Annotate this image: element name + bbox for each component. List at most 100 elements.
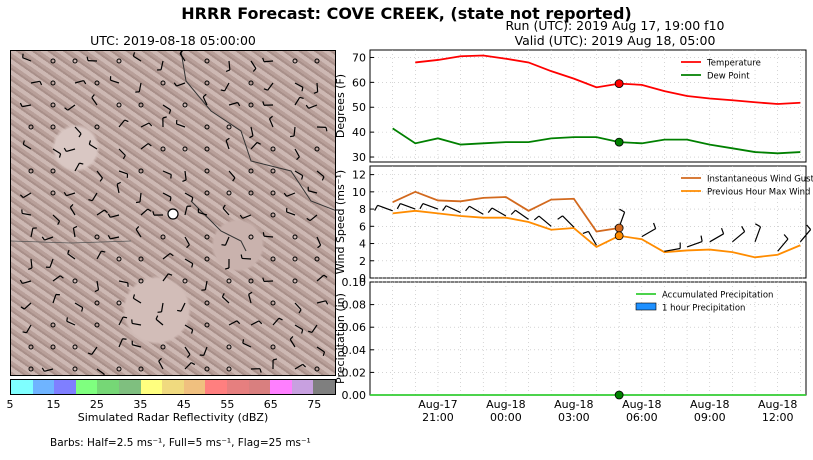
wind-barb — [198, 211, 208, 216]
x-tick-label: 21:00 — [422, 411, 454, 424]
wind-barb — [184, 346, 191, 355]
wind-barb — [294, 82, 304, 88]
wind-barb — [118, 316, 124, 326]
valid-time-marker — [614, 231, 624, 241]
wind-barb — [308, 190, 318, 194]
wind-barb-flag — [73, 225, 78, 229]
calm-wind-circle — [182, 102, 188, 108]
wind-barb — [250, 60, 257, 69]
calm-wind-circle — [94, 300, 100, 306]
wind-barb — [52, 214, 60, 222]
wind-barb-flag — [755, 223, 761, 228]
wind-barb-flag — [66, 317, 68, 322]
wind-barb — [732, 231, 746, 243]
y-tick-label: 30 — [352, 151, 366, 164]
calm-wind-circle — [292, 256, 298, 262]
wind-barb-flag — [28, 267, 33, 270]
wind-barb — [176, 123, 186, 128]
wind-barb-flag — [619, 208, 625, 213]
calm-wind-circle — [138, 278, 144, 284]
wind-barb — [44, 368, 54, 372]
calm-wind-circle — [248, 234, 254, 240]
wind-barb-flag — [582, 230, 589, 235]
wind-barb — [242, 214, 252, 219]
wind-barb-flag — [173, 82, 178, 87]
wind-barb-flag — [19, 279, 23, 284]
wind-barb-flag — [301, 329, 304, 334]
wind-barb — [469, 205, 484, 215]
colorbar-tick-label: 35 — [133, 398, 148, 411]
wind-barb-flag — [122, 338, 127, 340]
y-tick-label: 2 — [359, 255, 366, 268]
wind-barb-flag — [232, 177, 236, 182]
calm-wind-circle — [292, 234, 298, 240]
wind-barb — [587, 231, 598, 246]
wind-barb-flag — [67, 249, 70, 254]
wind-barb — [777, 238, 789, 252]
wind-barb-flag — [58, 153, 62, 158]
calm-wind-circle — [72, 58, 78, 64]
wind-barb-flag — [147, 143, 152, 147]
wind-barb-flag — [557, 215, 563, 220]
wind-barb-flag — [487, 207, 493, 213]
wind-barb-flag — [239, 214, 244, 219]
calm-wind-circle — [226, 190, 232, 196]
y-tick-label: 40 — [352, 126, 366, 139]
wind-barb-flag — [63, 192, 67, 197]
calm-wind-circle — [160, 234, 166, 240]
wind-barb — [22, 57, 32, 62]
wind-barb — [228, 101, 238, 106]
colorbar-swatch — [32, 380, 55, 394]
wind-barb-flag — [313, 91, 318, 94]
wind-barb-flag — [202, 93, 207, 98]
wind-barb — [96, 368, 105, 375]
wind-barb — [22, 212, 32, 216]
wind-barb-flag — [220, 89, 225, 92]
wind-barb-flag — [323, 274, 328, 278]
wind-barb-flag — [191, 362, 196, 366]
x-tick-label: Aug-18 — [554, 398, 593, 411]
wind-barb-flag — [321, 176, 325, 181]
y-axis-label: Wind Speed (ms⁻¹) — [334, 170, 347, 274]
wind-barb — [754, 226, 762, 243]
wind-barb-flag — [79, 162, 84, 165]
calm-wind-circle — [116, 366, 122, 372]
panel-2: 0 2 4 6 8 10 12 Wind Speed (ms⁻¹) Instantaneous … — [334, 165, 813, 285]
wind-barb-flag — [301, 87, 304, 92]
wind-barb — [250, 126, 254, 136]
wind-barb-flag — [240, 254, 243, 259]
wind-barb-flag — [83, 80, 87, 85]
wind-barb — [66, 148, 76, 153]
y-tick-label: 70 — [352, 51, 366, 64]
wind-barb-flag — [135, 201, 141, 204]
wind-barb-flag — [20, 306, 25, 310]
wind-barb-flag — [107, 235, 111, 240]
y-tick-label: 12 — [352, 169, 366, 182]
wind-barb-flag — [168, 109, 172, 114]
calm-wind-circle — [270, 300, 276, 306]
wind-barb-flag — [299, 96, 304, 100]
wind-barb-flag — [104, 209, 108, 214]
wind-barb — [316, 346, 325, 353]
colorbar-swatch — [97, 380, 119, 394]
calm-wind-circle — [204, 234, 210, 240]
wind-barb — [184, 236, 190, 246]
wind-barb — [138, 82, 142, 92]
colorbar-tick-label: 65 — [263, 398, 278, 411]
calm-wind-circle — [270, 344, 276, 350]
series-line — [392, 190, 620, 233]
calm-wind-circle — [94, 80, 100, 86]
calm-wind-circle — [248, 190, 254, 196]
calm-wind-circle — [270, 256, 276, 262]
wind-barb-flag — [88, 140, 92, 145]
x-tick-label: Aug-18 — [486, 398, 525, 411]
colorbar-swatch — [11, 380, 33, 394]
valid-time-marker — [614, 390, 624, 400]
calm-wind-circle — [292, 278, 298, 284]
colorbar-tick-label: 55 — [220, 398, 235, 411]
wind-barb — [74, 302, 84, 309]
wind-barb — [309, 214, 318, 222]
wind-barb — [110, 214, 120, 218]
wind-barb-flag — [169, 252, 174, 257]
